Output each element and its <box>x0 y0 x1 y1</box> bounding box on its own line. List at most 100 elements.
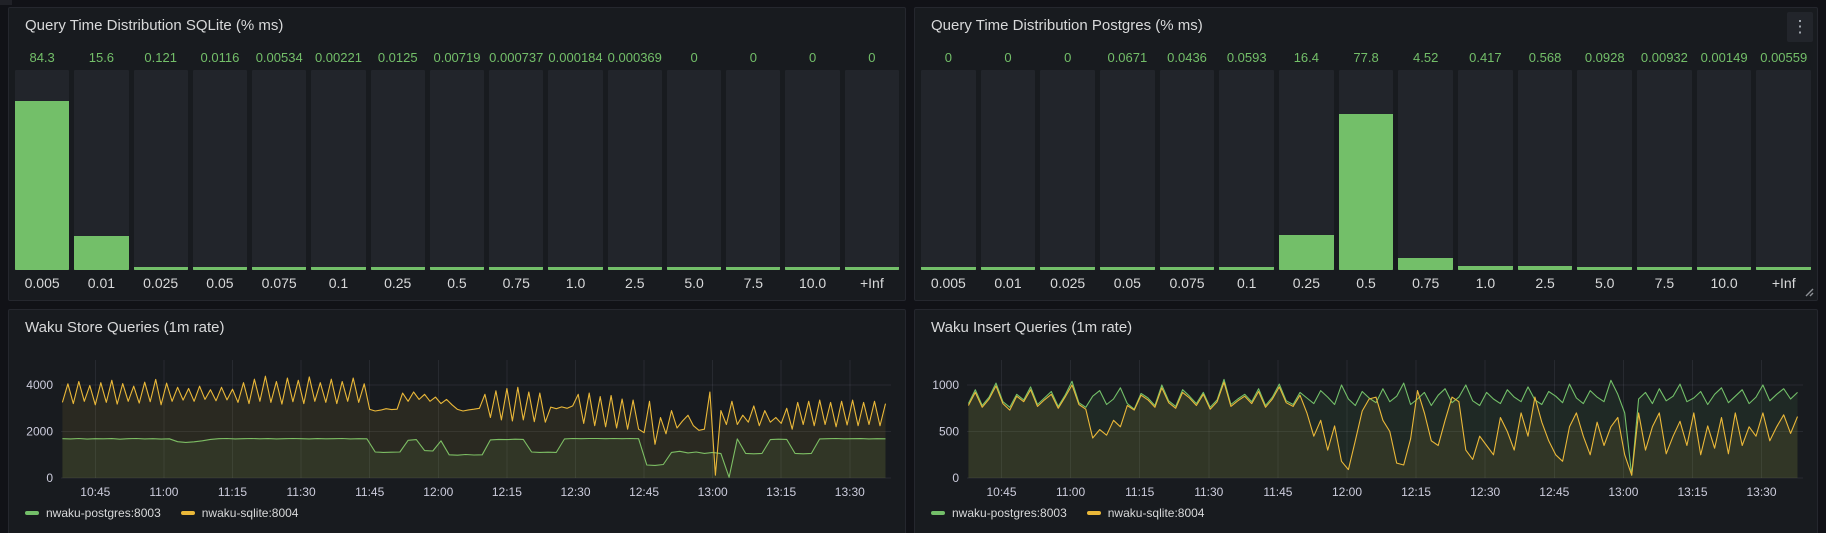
gauge-value-label: 0.0671 <box>1107 50 1148 65</box>
panel-menu-icon[interactable]: ⋮ <box>1787 12 1813 42</box>
gauge-bucket-label: 7.5 <box>743 275 764 291</box>
gauge-column: 0.0671 0.05 <box>1100 48 1155 294</box>
gauge-value-label: 0.00534 <box>255 50 303 65</box>
gauge-cell <box>74 70 129 270</box>
gauge-bucket-label: 0.25 <box>384 275 412 291</box>
gauge-column: 0 0.01 <box>980 48 1036 294</box>
gauge-bucket-label: 5.0 <box>1594 275 1615 291</box>
svg-text:13:00: 13:00 <box>698 485 728 499</box>
panel-title-sqlite[interactable]: Query Time Distribution SQLite (% ms) <box>25 17 284 34</box>
store-queries-chart: 0 2000 4000 10:45 11:00 11:15 11:30 11:45 12:00 1… <box>26 360 891 499</box>
svg-text:12:30: 12:30 <box>1470 485 1500 499</box>
svg-text:13:30: 13:30 <box>835 485 865 499</box>
gauge-baseline <box>15 267 70 270</box>
gauge-value-label: 0.568 <box>1528 50 1562 65</box>
gauge-baseline <box>311 267 366 270</box>
legend-item-postgres[interactable]: nwaku-postgres:8003 <box>25 506 161 520</box>
gauge-value-label: 0.121 <box>144 50 177 65</box>
gauge-baseline <box>1696 267 1752 270</box>
gauge-baseline <box>1398 267 1454 270</box>
svg-text:500: 500 <box>939 425 959 439</box>
gauge-column: 84.3 0.005 <box>15 48 70 294</box>
gauge-bucket-label: +Inf <box>859 275 884 291</box>
gauge-bucket-label: 0.05 <box>206 275 234 291</box>
gauge-bucket-label: 0.025 <box>143 275 179 291</box>
legend-item-sqlite[interactable]: nwaku-sqlite:8004 <box>180 506 298 520</box>
gauge-bucket-label: 0.75 <box>1412 275 1440 291</box>
gauge-bar <box>1338 114 1394 270</box>
panel-title-store[interactable]: Waku Store Queries (1m rate) <box>25 319 225 336</box>
svg-text:0: 0 <box>952 471 959 485</box>
svg-text:1000: 1000 <box>932 378 959 392</box>
gauge-cell <box>726 70 781 270</box>
legend-item-sqlite[interactable]: nwaku-sqlite:8004 <box>1086 506 1205 520</box>
gauge-cell <box>1040 70 1096 270</box>
gauge-value-label: 0 <box>944 50 952 65</box>
gauge-value-label: 0.0125 <box>377 50 418 65</box>
gauge-value-label: 0.00559 <box>1760 50 1808 65</box>
svg-text:11:30: 11:30 <box>1194 485 1223 499</box>
svg-text:13:30: 13:30 <box>1746 485 1776 499</box>
gauge-cell <box>1756 70 1812 270</box>
gauge-bucket-label: 5.0 <box>684 275 704 291</box>
gauge-baseline <box>726 267 781 270</box>
panel-query-time-sqlite: Query Time Distribution SQLite (% ms) 84… <box>8 7 906 301</box>
gauge-column: 0.00932 7.5 <box>1637 48 1692 294</box>
panel-resize-handle[interactable] <box>1803 286 1815 298</box>
svg-text:11:30: 11:30 <box>287 485 316 499</box>
svg-text:11:15: 11:15 <box>218 485 247 499</box>
gauge-bucket-label: 0.05 <box>1113 275 1141 291</box>
gauge-baseline <box>1517 267 1573 270</box>
svg-text:12:00: 12:00 <box>423 485 453 499</box>
postgres-series-swatch <box>931 511 945 515</box>
gauge-baseline <box>1756 267 1812 270</box>
gauge-value-label: 0 <box>808 50 817 65</box>
gauge-bucket-label: 1.0 <box>565 275 586 291</box>
gauge-bucket-label: 0.025 <box>1050 275 1086 291</box>
panel-title-insert[interactable]: Waku Insert Queries (1m rate) <box>931 319 1133 336</box>
gauge-cell <box>607 70 662 270</box>
gauge-column: 0.0436 0.075 <box>1159 48 1215 294</box>
gauge-baseline <box>1577 267 1633 270</box>
gauge-cell <box>429 70 485 270</box>
gauge-baseline <box>921 267 976 270</box>
sqlite-series-swatch <box>1086 511 1101 515</box>
gauge-column: 4.52 0.75 <box>1398 48 1454 294</box>
svg-text:11:45: 11:45 <box>1263 485 1292 499</box>
gauge-baseline <box>1637 267 1692 270</box>
gauge-bar <box>74 236 129 270</box>
sqlite-series-swatch <box>180 511 195 515</box>
gauge-column: 0.417 1.0 <box>1458 48 1513 294</box>
postgres-series-swatch <box>25 511 39 515</box>
legend-label: nwaku-sqlite:8004 <box>1107 506 1205 520</box>
gauge-value-label: 0.0593 <box>1226 50 1267 65</box>
gauge-value-label: 16.4 <box>1293 50 1320 65</box>
svg-text:12:00: 12:00 <box>1332 485 1362 499</box>
gauge-column: 16.4 0.25 <box>1279 48 1334 294</box>
gauge-value-label: 0.417 <box>1469 50 1502 65</box>
legend-item-postgres[interactable]: nwaku-postgres:8003 <box>931 506 1067 520</box>
gauge-cell <box>1577 70 1633 270</box>
gauge-bucket-label: 0.75 <box>502 275 530 291</box>
legend-label: nwaku-postgres:8003 <box>952 506 1067 520</box>
store-legend: nwaku-postgres:8003 nwaku-sqlite:8004 <box>25 506 298 520</box>
gauge-cell <box>1398 70 1454 270</box>
gauge-bucket-label: 2.5 <box>1535 275 1555 291</box>
gauge-column: 0.00559 +Inf <box>1756 48 1812 294</box>
gauge-cell <box>489 70 544 270</box>
gauge-bucket-label: +Inf <box>1771 275 1796 291</box>
gauge-column: 0.0593 0.1 <box>1219 48 1275 294</box>
gauge-column: 0.00149 10.0 <box>1696 48 1752 294</box>
gauge-column: 0.00534 0.075 <box>252 48 307 294</box>
gauge-column: 0.000737 0.75 <box>489 48 544 294</box>
gauge-value-label: 0.00149 <box>1700 50 1748 65</box>
gauge-cell <box>192 70 248 270</box>
gauge-cell <box>252 70 307 270</box>
gauge-cell <box>1517 70 1573 270</box>
gauge-cell <box>921 70 976 270</box>
svg-text:11:45: 11:45 <box>355 485 384 499</box>
gauge-cell <box>980 70 1036 270</box>
gauge-baseline <box>1040 267 1096 270</box>
gauge-value-label: 84.3 <box>29 50 55 65</box>
panel-title-postgres[interactable]: Query Time Distribution Postgres (% ms) <box>931 17 1203 34</box>
